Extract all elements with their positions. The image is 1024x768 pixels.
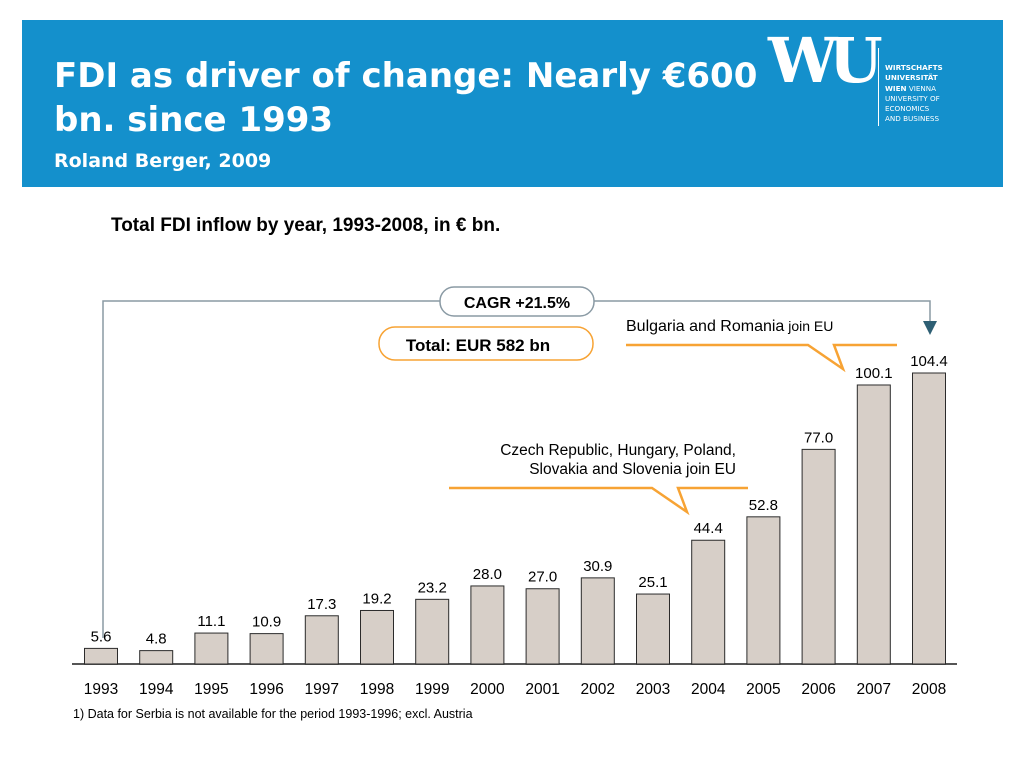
bar-2007 <box>856 384 891 665</box>
x-tick-label-2005: 2005 <box>746 681 780 698</box>
value-label-2007: 100.1 <box>855 365 893 382</box>
value-label-1996: 10.9 <box>252 614 281 631</box>
eu-2007-callout-small: join EU <box>784 318 833 334</box>
x-tick-label-1995: 1995 <box>194 681 228 698</box>
x-tick-label-1996: 1996 <box>249 681 283 698</box>
x-tick-label-1994: 1994 <box>139 681 174 698</box>
x-tick-label-1997: 1997 <box>305 681 339 698</box>
value-label-2001: 27.0 <box>528 569 557 586</box>
bar-2008 <box>912 372 946 665</box>
university-logo: WU WIRTSCHAFTS UNIVERSITÄT WIEN VIENNA U… <box>768 26 968 146</box>
value-label-2002: 30.9 <box>583 558 612 575</box>
x-tick-label-2008: 2008 <box>912 681 946 698</box>
value-label-1997: 17.3 <box>307 596 336 613</box>
value-label-2006: 77.0 <box>804 429 833 446</box>
eu-2004-callout-pointer <box>449 486 748 516</box>
bar-1994 <box>139 650 174 665</box>
x-tick-label-1998: 1998 <box>360 681 394 698</box>
bar-1998 <box>360 609 394 665</box>
bar-1999 <box>415 598 450 665</box>
logo-line: UNIVERSITY OF <box>885 93 940 103</box>
bar-2001 <box>525 588 560 665</box>
bars-group <box>84 372 946 665</box>
value-label-2005: 52.8 <box>749 497 778 514</box>
eu-2004-callout-line2: Slovakia and Slovenia join EU <box>529 461 736 478</box>
eu-2007-callout-main: Bulgaria and Romania <box>626 318 784 335</box>
page-subtitle: Roland Berger, 2009 <box>54 150 272 172</box>
x-tick-label-2002: 2002 <box>581 681 615 698</box>
value-label-2000: 28.0 <box>473 566 502 583</box>
value-label-1995: 11.1 <box>197 613 225 630</box>
bar-1997 <box>304 615 339 665</box>
eu-2007-callout-pointer <box>626 343 897 373</box>
x-tick-label-2003: 2003 <box>636 681 670 698</box>
chart-title: Total FDI inflow by year, 1993-2008, in … <box>111 215 501 236</box>
bar-1993 <box>84 647 118 665</box>
logo-line: AND BUSINESS <box>885 114 940 124</box>
bar-2003 <box>636 593 670 665</box>
value-labels-group: 5.6 4.8 11.1 10.9 17.3 19.2 23.2 28.0 27.0 30.9 25… <box>91 353 948 648</box>
bar-2005 <box>746 516 781 665</box>
x-tick-label-2004: 2004 <box>691 681 726 698</box>
total-label: Total: EUR 582 bn <box>406 336 550 355</box>
logo-line: WIRTSCHAFTS <box>885 63 943 72</box>
header-banner: FDI as driver of change: Nearly €600 bn.… <box>22 20 1003 187</box>
x-tick-labels-group: 1993 1994 1995 1996 1997 1998 1999 2000 2001 2002… <box>84 681 946 698</box>
eu-2004-callout-line1: Czech Republic, Hungary, Poland, <box>500 442 736 459</box>
total-badge <box>378 326 594 361</box>
page-title: FDI as driver of change: Nearly €600 bn.… <box>54 56 758 140</box>
x-tick-label-2000: 2000 <box>470 681 505 698</box>
bar-2002 <box>580 577 615 665</box>
logo-line: UNIVERSITÄT <box>885 73 938 83</box>
bar-2000 <box>470 585 505 665</box>
cagr-badge <box>439 286 595 317</box>
logo-text: WIRTSCHAFTS UNIVERSITÄT WIEN VIENNA UNIV… <box>885 63 943 125</box>
logo-line: WIEN VIENNA <box>885 83 937 93</box>
chart-footnote: 1) Data for Serbia is not available for … <box>73 707 473 721</box>
x-tick-label-1993: 1993 <box>84 681 118 698</box>
x-tick-label-2001: 2001 <box>525 681 559 698</box>
cagr-label: CAGR +21.5% <box>464 295 570 312</box>
value-label-2008: 104.4 <box>910 353 948 370</box>
value-label-1998: 19.2 <box>362 590 391 607</box>
cagr-arrow-line <box>102 300 931 638</box>
value-label-1994: 4.8 <box>146 631 167 648</box>
cagr-arrow-head <box>923 321 937 335</box>
logo-mark: WU <box>768 24 883 97</box>
value-label-1999: 23.2 <box>418 579 447 596</box>
x-tick-label-2006: 2006 <box>801 681 835 698</box>
eu-2007-callout: Bulgaria and Romania join EU <box>626 318 833 335</box>
bar-2006 <box>801 448 836 665</box>
value-label-2004: 44.4 <box>694 520 723 537</box>
logo-divider <box>878 48 879 126</box>
value-label-1993: 5.6 <box>91 628 112 645</box>
value-label-2003: 25.1 <box>638 574 667 591</box>
bar-1996 <box>249 633 284 665</box>
bar-2004 <box>691 539 726 665</box>
logo-line: ECONOMICS <box>885 104 930 114</box>
x-tick-label-1999: 1999 <box>415 681 449 698</box>
bar-1995 <box>194 632 229 665</box>
x-tick-label-2007: 2007 <box>857 681 891 698</box>
